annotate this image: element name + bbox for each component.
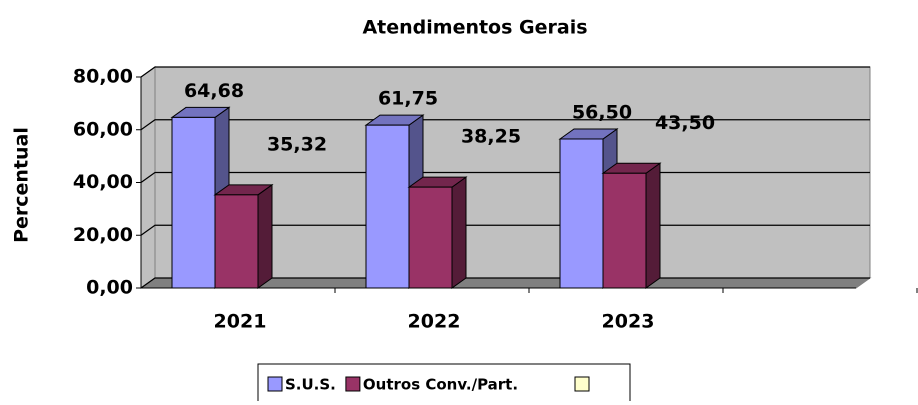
legend-label: Outros Conv./Part.: [363, 376, 518, 394]
grid-line: [140, 119, 870, 131]
grid-line: [140, 66, 870, 78]
bar: [559, 138, 604, 289]
bar-side: [451, 176, 467, 289]
y-tick-label: 80,00: [73, 66, 133, 88]
bar: [408, 186, 453, 289]
bar: [602, 172, 647, 289]
y-axis-label: Percentual: [11, 127, 33, 243]
legend-swatch: [267, 376, 283, 392]
legend-label: S.U.S.: [285, 376, 336, 394]
y-tick-label: 60,00: [73, 118, 133, 140]
value-label: 56,50: [572, 101, 632, 123]
chart-title: Atendimentos Gerais: [362, 17, 587, 39]
legend-swatch: [345, 376, 361, 392]
bar: [214, 194, 259, 289]
value-label: 64,68: [184, 80, 244, 102]
x-tick-label: 2023: [602, 311, 655, 333]
value-label: 35,32: [267, 133, 327, 155]
y-tick-label: 20,00: [73, 224, 133, 246]
bar: [365, 124, 410, 289]
y-tick-label: 0,00: [86, 277, 133, 299]
x-tick-label: 2022: [408, 311, 461, 333]
x-tick-label: 2021: [214, 311, 267, 333]
legend-box: [257, 363, 631, 405]
bar-side: [257, 183, 273, 289]
value-label: 38,25: [461, 126, 521, 148]
value-label: 43,50: [655, 112, 715, 134]
value-label: 61,75: [378, 88, 438, 110]
bar-side: [645, 162, 661, 289]
bar: [171, 116, 216, 289]
legend-swatch: [574, 376, 590, 392]
y-tick-label: 40,00: [73, 171, 133, 193]
